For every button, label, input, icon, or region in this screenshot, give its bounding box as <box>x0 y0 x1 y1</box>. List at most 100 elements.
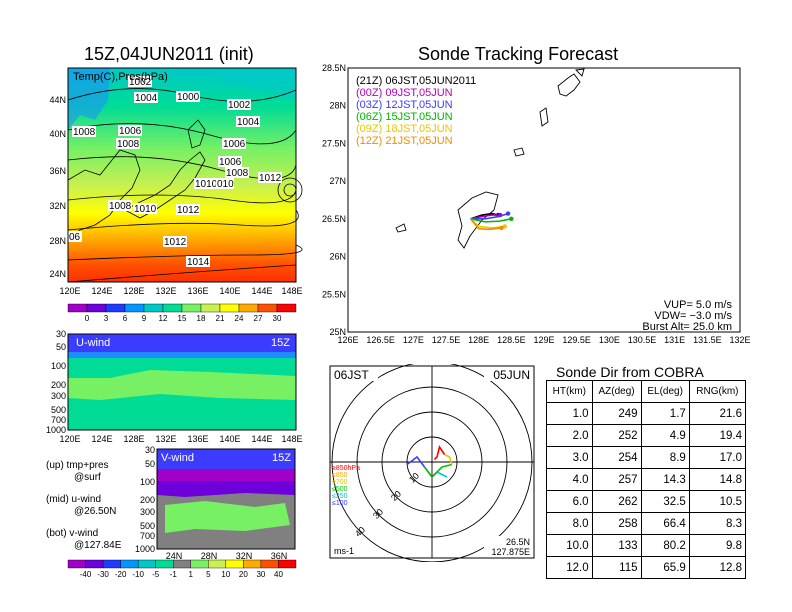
hodograph-segment <box>444 453 453 465</box>
table-row: 2.0 252 4.9 19.4 <box>546 424 747 447</box>
y-tick: 25.5N <box>322 289 346 299</box>
svg-text:124E: 124E <box>91 286 112 296</box>
svg-text:200: 200 <box>140 495 155 505</box>
hodograph-rings <box>330 364 534 562</box>
colorbar-tick: -30 <box>97 570 109 579</box>
colorbar-swatch <box>243 559 262 569</box>
colorbar-tick: 15 <box>178 314 187 323</box>
hodo-label-bg <box>332 368 378 381</box>
isobar-labels: 1002 1004 1000 1002 1004 1008 1006 1008 … <box>68 76 282 268</box>
u-wind-frame <box>67 333 297 431</box>
svg-text:120E: 120E <box>59 286 80 296</box>
table-cell: 21.6 <box>688 402 747 425</box>
isobar-label: 1010 <box>134 204 157 215</box>
svg-text:140E: 140E <box>219 286 240 296</box>
col-elevation: EL(deg) <box>640 380 690 403</box>
svg-text:50: 50 <box>145 459 155 469</box>
v-wind-x-ticks: 24N 28N 32N 36N <box>166 551 288 561</box>
x-tick: 129.5E <box>562 335 591 345</box>
isobar-label: 1012 <box>259 173 282 184</box>
legend-entry: (12Z) 21JST,05JUN <box>356 135 453 147</box>
note-bot-2: @127.84E <box>74 540 122 551</box>
isobar-label: 1008 <box>109 201 132 212</box>
table-cell: 17.0 <box>688 446 747 469</box>
y-tick: 27N <box>329 176 346 186</box>
isobar-label: 1010 <box>195 179 218 190</box>
table-cell: 133 <box>591 534 642 557</box>
table-cell: 14.8 <box>688 468 747 491</box>
svg-text:50: 50 <box>56 342 66 352</box>
hodo-time-label: 06JST <box>334 368 369 382</box>
track-y-ticks: 25N 25.5N 26N 26.5N 27N 27.5N 28N 28.5N <box>322 63 346 337</box>
table-cell: 32.5 <box>640 490 690 513</box>
x-tick: 130.5E <box>628 335 657 345</box>
v-wind-band-d <box>165 501 290 533</box>
v-wind-frame <box>156 448 296 550</box>
col-range: RNG(km) <box>688 380 747 403</box>
colorbar-swatch <box>173 559 191 569</box>
island-outline <box>513 147 525 157</box>
track-frame <box>347 67 741 333</box>
colorbar-swatch <box>67 303 88 313</box>
level-entry: ≤850 <box>332 472 348 479</box>
hodograph-segment <box>433 445 446 461</box>
island-outline <box>539 107 549 127</box>
track-lines <box>469 211 514 231</box>
isobar-label: 1012 <box>177 205 200 216</box>
isobar-label: 1012 <box>164 237 187 248</box>
svg-text:700: 700 <box>140 531 155 541</box>
svg-text:36N: 36N <box>271 551 288 561</box>
svg-text:136E: 136E <box>187 286 208 296</box>
isobar-label: 06 <box>69 232 81 243</box>
param-burst: Burst Alt= 25.0 km <box>642 321 732 333</box>
y-tick: 26.5N <box>322 214 346 224</box>
colorbar-tick: -1 <box>170 570 178 579</box>
map-x-ticks: 120E 124E 128E 132E 136E 140E 144E 148E <box>59 286 302 296</box>
temperature-colorbar: 0 3 6 9 12 15 18 21 24 27 30 <box>67 303 297 323</box>
svg-text:144E: 144E <box>251 286 272 296</box>
svg-text:100: 100 <box>140 477 155 487</box>
hodo-lat: 26.5N <box>506 537 530 547</box>
isobar-label: 1004 <box>237 117 260 128</box>
y-tick: 25N <box>329 327 346 337</box>
x-tick: 131.5E <box>693 335 722 345</box>
table-cell: 257 <box>591 468 642 491</box>
colorbar-tick: 9 <box>142 314 147 323</box>
track-x-ticks: 126E 126.5E 127E 127.5E 128E 128.5E 129E 129.5E… <box>337 335 750 345</box>
svg-text:140E: 140E <box>219 434 240 444</box>
svg-text:24N: 24N <box>49 269 66 279</box>
u-wind-band <box>68 352 296 358</box>
level-entry: ≤700 <box>332 479 348 486</box>
u-wind-x-ticks: 120E 124E 128E 132E 136E 140E 144E 148E <box>59 434 302 444</box>
colorbar-tick: -5 <box>152 570 160 579</box>
isobar-label: 1002 <box>129 77 152 88</box>
hodograph-segment <box>406 455 426 468</box>
y-tick: 27.5N <box>322 138 346 148</box>
map-frame <box>67 67 297 283</box>
hodograph-segment <box>436 471 448 478</box>
v-wind-y-ticks: 30 50 100 200 300 500 700 1000 <box>135 445 155 554</box>
level-entry: ≥850hPa <box>332 465 360 472</box>
level-entry: ≤250 <box>332 493 348 500</box>
x-tick: 132E <box>729 335 750 345</box>
svg-text:30: 30 <box>145 445 155 455</box>
colorbar-swatch <box>137 559 156 569</box>
island-outline <box>557 73 581 97</box>
table-row: 10.0 133 80.2 9.8 <box>546 534 747 557</box>
colorbar-swatch <box>278 559 297 569</box>
table-cell: 6.0 <box>546 490 593 513</box>
colorbar-swatch <box>190 559 209 569</box>
x-tick: 128.5E <box>497 335 526 345</box>
isobar-label: 1000 <box>177 92 200 103</box>
coord-bg <box>484 536 532 556</box>
colorbar-swatch <box>208 559 227 569</box>
colorbar-tick: 24 <box>235 314 244 323</box>
svg-text:30: 30 <box>56 329 66 339</box>
table-row: 6.0 262 32.5 10.5 <box>546 490 747 513</box>
table-row: 12.0 115 65.9 12.8 <box>546 556 747 579</box>
legend-entry: (21Z) 06JST,05JUN2011 <box>356 75 476 87</box>
note-mid-2: @26.50N <box>74 506 117 517</box>
sonde-track-map: (21Z) 06JST,05JUN2011 (00Z) 09JST,05JUN … <box>322 63 751 345</box>
init-title: 15Z,04JUN2011 (init) <box>84 44 254 64</box>
hodograph-segment <box>423 466 438 479</box>
